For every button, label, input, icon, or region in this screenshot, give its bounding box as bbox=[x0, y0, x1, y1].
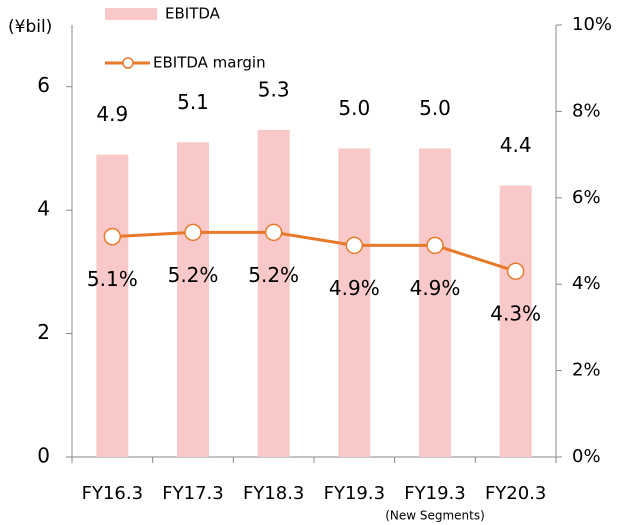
y2-tick-label: 4% bbox=[572, 273, 601, 294]
y2-tick-label: 2% bbox=[572, 360, 601, 381]
line bbox=[112, 230, 517, 273]
bar-value-label: 5.3 bbox=[258, 77, 290, 101]
legend-marker bbox=[122, 57, 134, 69]
bar-value-label: 5.0 bbox=[419, 96, 451, 120]
bar bbox=[499, 185, 532, 457]
y-axis-label: (¥bil) bbox=[8, 17, 52, 37]
bar bbox=[338, 148, 371, 457]
bar bbox=[419, 148, 451, 457]
bar-value-label: 4.9 bbox=[96, 102, 128, 126]
y-tick-label: 6 bbox=[37, 73, 50, 97]
y2-tick-label: 0% bbox=[572, 446, 601, 467]
bar-value-label: 5.1 bbox=[177, 90, 209, 114]
legend-label: EBITDA bbox=[165, 5, 221, 23]
line-value-label: 5.1% bbox=[87, 267, 138, 291]
line-marker bbox=[506, 262, 525, 280]
bar bbox=[257, 129, 290, 457]
line-marker bbox=[264, 223, 283, 242]
y-tick-label: 0 bbox=[37, 444, 50, 468]
x-tick-label: FY20.3 bbox=[485, 483, 546, 504]
bar bbox=[177, 142, 209, 457]
y-tick-label: 2 bbox=[37, 320, 50, 344]
line-value-label: 5.2% bbox=[168, 263, 219, 287]
bar bbox=[96, 154, 129, 457]
line-marker bbox=[345, 236, 364, 255]
y2-tick-label: 8% bbox=[572, 100, 601, 121]
line-marker bbox=[103, 227, 122, 246]
legend-label: EBITDA margin bbox=[153, 54, 266, 72]
y2-tick-label: 6% bbox=[572, 187, 601, 208]
line-marker bbox=[184, 223, 202, 242]
x-tick-label: FY18.3 bbox=[243, 483, 304, 504]
line-value-label: 5.2% bbox=[248, 263, 299, 287]
x-tick-label: FY16.3 bbox=[82, 483, 143, 504]
x-tick-label: FY19.3 bbox=[324, 483, 385, 504]
bar-value-label: 4.4 bbox=[500, 133, 532, 157]
line-marker bbox=[426, 236, 444, 255]
x-note: (New Segments) bbox=[385, 509, 485, 523]
line-value-label: 4.9% bbox=[329, 276, 380, 300]
legend-swatch bbox=[105, 8, 157, 20]
x-tick-label: FY17.3 bbox=[162, 483, 223, 504]
x-tick-label: FY19.3 bbox=[404, 483, 465, 504]
line-value-label: 4.9% bbox=[410, 276, 461, 300]
bar-value-label: 5.0 bbox=[338, 96, 370, 120]
y-tick-label: 4 bbox=[37, 197, 50, 221]
line-value-label: 4.3% bbox=[490, 302, 541, 326]
y2-tick-label: 10% bbox=[572, 14, 612, 35]
